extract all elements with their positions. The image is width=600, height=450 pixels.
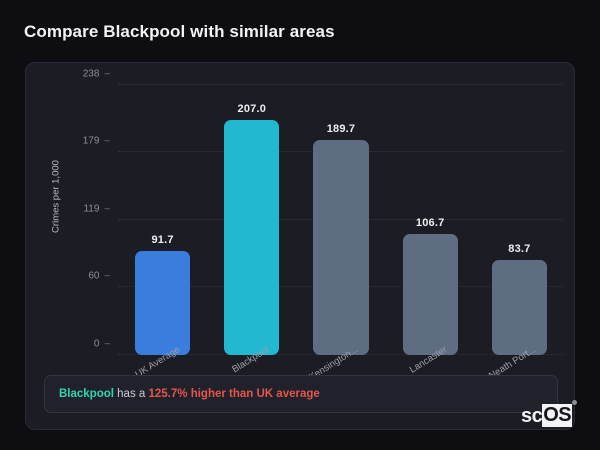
- bar-value-label: 83.7: [508, 243, 531, 256]
- y-axis-tick-label: 60–: [88, 270, 110, 282]
- y-axis-tick-label: 0–: [93, 338, 110, 350]
- brand-logo-dot-icon: [572, 400, 578, 405]
- brand-logo-prefix: sc: [521, 404, 543, 427]
- chart-plot-area: Crimes per 1,000 0–60–119–179–238– 91.7 U…: [26, 63, 576, 383]
- y-axis-tick-label: 238–: [82, 68, 110, 80]
- insight-area-name: Blackpool: [59, 388, 114, 400]
- bar-value-label: 189.7: [326, 122, 356, 135]
- gridline: [118, 84, 564, 85]
- bar-group[interactable]: 207.0 Blackpool: [224, 103, 280, 375]
- page-title: Compare Blackpool with similar areas: [24, 22, 335, 41]
- bar-group[interactable]: 189.7 Kensington...: [307, 122, 369, 383]
- brand-logo-suffix: OS: [543, 404, 572, 426]
- bar-rect[interactable]: [402, 233, 458, 355]
- chart-bars: 91.7 UK Average 207.0 Blackpool 189.7 Kensing…: [118, 63, 564, 383]
- bar-rect[interactable]: [224, 120, 280, 355]
- insight-text: Blackpool has a 125.7% higher than UK av…: [59, 388, 320, 400]
- insight-delta-value: 125.7% higher than UK average: [148, 388, 320, 400]
- bar-rect[interactable]: [134, 250, 191, 355]
- bar-rect[interactable]: [313, 139, 369, 355]
- y-axis-ticks: 0– 60– 119– 179– 238–: [38, 63, 110, 363]
- chart-card: Crimes per 1,000 0–60–119–179–238– 91.7 U…: [25, 62, 575, 430]
- bar-value-label: 106.7: [415, 216, 445, 229]
- y-axis-tick-label: 119–: [83, 203, 110, 215]
- bar-value-label: 207.0: [237, 103, 267, 116]
- bar-rect[interactable]: [491, 260, 548, 355]
- bar-group[interactable]: 91.7 UK Average: [133, 233, 191, 380]
- bar-value-label: 91.7: [151, 233, 174, 246]
- brand-logo-badge: OS: [542, 400, 578, 427]
- insight-callout: Blackpool has a 125.7% higher than UK av…: [44, 375, 558, 413]
- insight-connector: has a: [113, 388, 149, 400]
- bar-group[interactable]: 106.7 Lancaster: [402, 216, 458, 376]
- brand-logo: sc OS: [521, 400, 578, 427]
- bar-group[interactable]: 83.7 Neath Port...: [487, 243, 548, 382]
- y-axis-tick-label: 179–: [82, 135, 110, 147]
